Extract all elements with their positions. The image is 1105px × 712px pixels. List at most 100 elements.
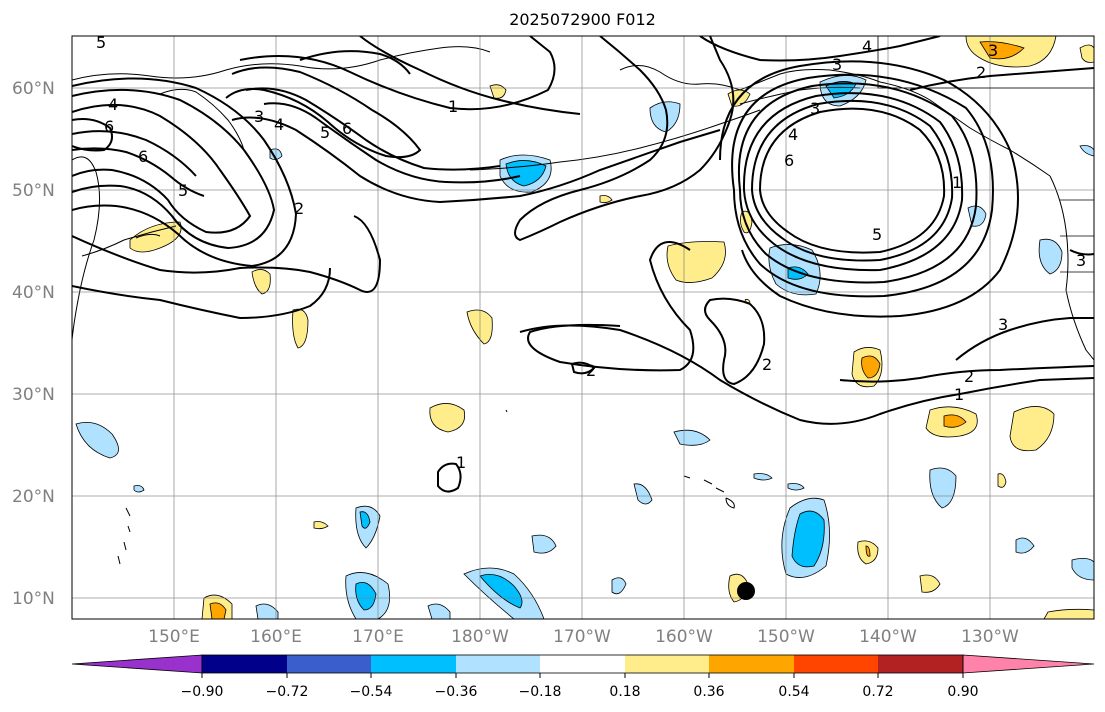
contour-line <box>72 77 298 268</box>
contour-line <box>758 107 946 254</box>
colorbar: −0.90 −0.72 −0.54 −0.36 −0.18 0.18 0.36 … <box>71 654 1095 700</box>
contour-label: 6 <box>342 119 352 138</box>
colorbar-tick-label: −0.72 <box>266 684 309 700</box>
contour-line <box>750 99 954 262</box>
contour-line <box>72 130 197 177</box>
positive-anomaly-patch <box>1043 608 1094 619</box>
contour-label: 6 <box>104 117 114 136</box>
longitude-labels: 150°E 160°E 170°E 180°W 170°W 160°W 150°… <box>148 627 1019 647</box>
map-frame <box>71 35 1095 620</box>
lon-label-140w: 140°W <box>859 627 917 647</box>
negative-anomaly-patch <box>531 534 557 554</box>
station-marker <box>737 582 755 600</box>
positive-anomaly-patch <box>251 269 271 295</box>
contour-label: 2 <box>976 63 986 82</box>
strong-positive-core <box>861 355 881 379</box>
contour-line <box>359 36 581 115</box>
contour-label: 4 <box>862 37 872 56</box>
contour-line <box>519 324 1094 425</box>
lon-label-150e: 150°E <box>148 627 200 647</box>
map-title: 2025072900 F012 <box>509 10 656 29</box>
contour-line <box>225 66 422 159</box>
colorbar-tick-label: 0.72 <box>862 684 893 700</box>
colorbar-segment <box>794 655 878 673</box>
contour-label: 3 <box>254 107 264 126</box>
lon-label-180w: 180°W <box>451 627 509 647</box>
lat-label-40n: 40°N <box>12 283 55 303</box>
colorbar-tick-label: 0.54 <box>778 684 809 700</box>
coastline-siberia <box>72 46 491 81</box>
negative-anomaly-patch <box>673 429 711 446</box>
contour-line <box>742 92 964 272</box>
contour-line <box>72 215 382 293</box>
contour-line <box>839 365 1094 383</box>
lon-label-160w: 160°W <box>655 627 713 647</box>
hawaii-islands <box>683 475 735 509</box>
coastlines <box>72 46 1094 361</box>
negative-anomaly-patch <box>1079 145 1094 157</box>
colorbar-tick-label: 0.90 <box>947 684 978 700</box>
contour-line <box>955 317 1094 361</box>
contour-label: 2 <box>762 355 772 374</box>
contour-line <box>72 267 331 320</box>
lon-label-150w: 150°W <box>757 627 815 647</box>
coastline-aleutians <box>469 109 761 171</box>
contour-line <box>72 118 113 152</box>
contour-label: 1 <box>954 385 964 404</box>
contour-line <box>909 67 1094 91</box>
positive-anomaly-patch <box>1009 406 1055 452</box>
contour-label: 1 <box>952 173 962 192</box>
positive-anomaly-patch <box>292 308 309 349</box>
contour-line <box>1069 249 1094 256</box>
contour-line <box>263 102 521 184</box>
contour-line <box>72 147 205 197</box>
coastline-kamchatka <box>159 88 245 151</box>
colorbar-segment <box>878 655 963 673</box>
negative-anomaly-patch <box>611 577 627 595</box>
lon-label-130w: 130°W <box>961 627 1019 647</box>
colorbar-segment <box>287 655 371 673</box>
islands <box>117 409 735 565</box>
contour-label: 2 <box>586 361 596 380</box>
contour-lines <box>72 36 1094 493</box>
contour-line <box>704 297 766 386</box>
negative-anomaly-patch <box>649 101 681 133</box>
contour-label: 4 <box>274 115 284 134</box>
lat-label-30n: 30°N <box>12 385 55 405</box>
island-dot <box>505 409 508 413</box>
coastline-alaska-west <box>619 65 881 91</box>
negative-anomaly-patch <box>929 467 957 509</box>
colorbar-tick-label: −0.36 <box>435 684 478 700</box>
contour-label: 3 <box>998 315 1008 334</box>
colorbar-left-extend <box>71 654 203 674</box>
colorbar-segment <box>371 655 456 673</box>
contour-line <box>72 88 276 250</box>
contour-label: 3 <box>1076 251 1086 270</box>
colorbar-segment <box>625 655 709 673</box>
lat-label-50n: 50°N <box>12 181 55 201</box>
contour-labels: 1 1 1 1 2 2 2 2 2 3 3 3 3 3 3 4 4 4 4 5 … <box>96 33 1086 472</box>
coastline-japan <box>81 225 177 257</box>
colorbar-right-extend <box>962 654 1095 674</box>
contour-label: 5 <box>320 123 330 142</box>
coastline-alaska-gulf <box>879 81 1051 177</box>
negative-anomaly-patch <box>1071 558 1094 581</box>
gridlines <box>72 36 1094 619</box>
colorbar-frame <box>201 654 964 674</box>
contour-label: 1 <box>456 453 466 472</box>
colorbar-segment <box>540 655 625 673</box>
strong-negative-core <box>791 510 825 568</box>
lon-label-170e: 170°E <box>352 627 404 647</box>
coastline-north-america-west <box>1049 175 1094 361</box>
coastline-asia <box>72 156 101 341</box>
negative-anomaly-patch <box>1038 238 1063 275</box>
negative-anomaly-patch <box>787 483 805 491</box>
negative-anomaly-patch <box>633 483 653 505</box>
contour-label: 2 <box>964 367 974 386</box>
contour-label: 3 <box>810 99 820 118</box>
contour-line <box>719 60 1019 318</box>
positive-anomaly-patch <box>1079 44 1094 63</box>
contour-label: 1 <box>448 97 458 116</box>
colorbar-segment <box>709 655 794 673</box>
